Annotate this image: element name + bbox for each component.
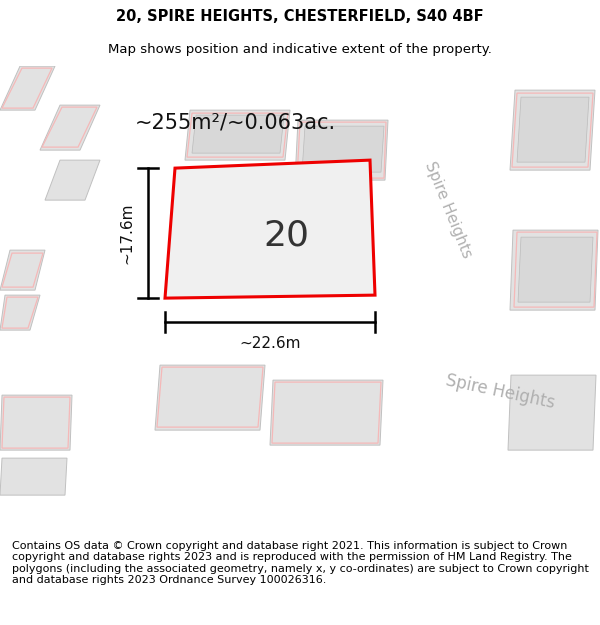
Polygon shape [40,105,100,150]
Polygon shape [400,66,500,540]
Polygon shape [517,97,589,162]
Polygon shape [0,395,72,450]
Polygon shape [0,66,100,210]
Text: ~17.6m: ~17.6m [119,202,134,264]
Text: 20, SPIRE HEIGHTS, CHESTERFIELD, S40 4BF: 20, SPIRE HEIGHTS, CHESTERFIELD, S40 4BF [116,9,484,24]
Polygon shape [0,458,67,495]
Text: 20: 20 [263,218,309,252]
Text: ~255m²/~0.063ac.: ~255m²/~0.063ac. [135,112,336,132]
Text: Spire Heights: Spire Heights [444,372,556,413]
Polygon shape [518,237,593,302]
Polygon shape [0,295,40,330]
Polygon shape [165,160,375,298]
Text: Spire Heights: Spire Heights [422,159,474,261]
Polygon shape [0,500,600,540]
Polygon shape [155,365,265,430]
Polygon shape [510,90,595,170]
Polygon shape [90,66,290,340]
Text: Contains OS data © Crown copyright and database right 2021. This information is : Contains OS data © Crown copyright and d… [12,541,589,586]
Polygon shape [185,110,290,160]
Polygon shape [85,66,340,540]
Polygon shape [510,230,598,310]
Polygon shape [0,250,45,290]
Polygon shape [178,178,364,282]
Polygon shape [295,120,388,180]
Polygon shape [45,160,100,200]
Polygon shape [270,380,383,445]
Polygon shape [302,126,384,172]
Polygon shape [192,115,284,153]
Text: ~22.6m: ~22.6m [239,336,301,351]
Polygon shape [0,66,55,110]
Polygon shape [508,375,596,450]
Text: Map shows position and indicative extent of the property.: Map shows position and indicative extent… [108,42,492,56]
